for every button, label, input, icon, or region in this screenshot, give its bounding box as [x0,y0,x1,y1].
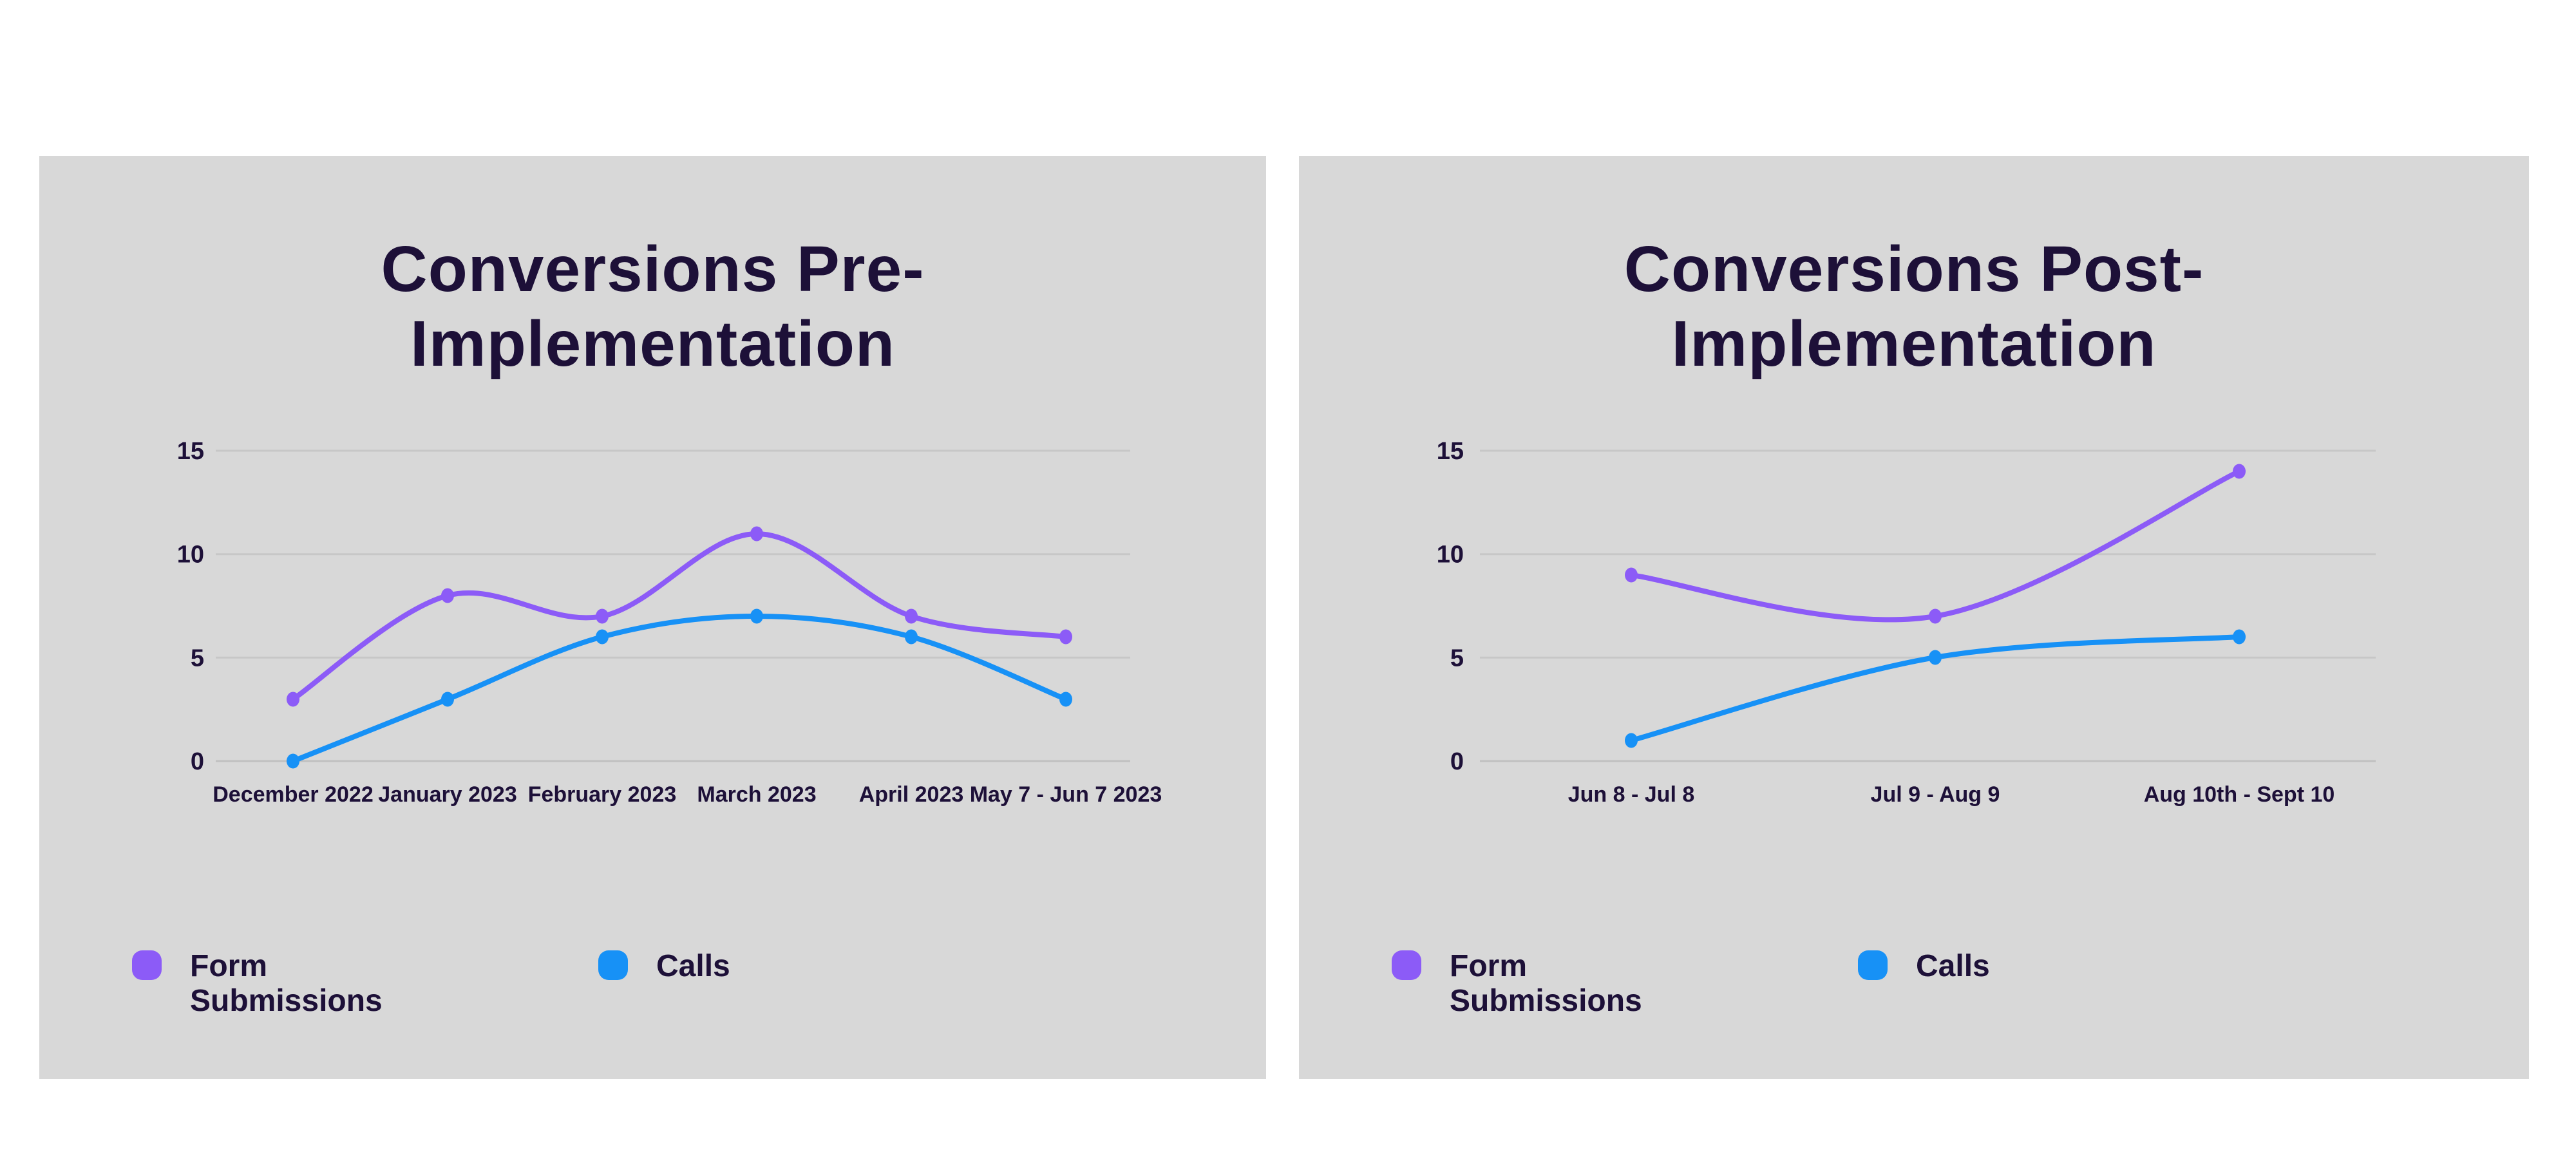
calls-point [2233,629,2246,645]
legend-item-calls: Calls [1858,949,1990,984]
form-submissions-swatch [132,950,162,980]
x-axis-label: Aug 10th - Sept 10 [2144,782,2335,807]
calls-point [596,629,609,645]
form-submissions-point [750,526,763,542]
y-axis-label: 10 [1437,542,1464,569]
calls-point [441,692,454,707]
legend-item-form-submissions: Form Submissions [1392,949,1649,1019]
calls-point [287,753,299,769]
post-chart-title: Conversions Post- Implementation [1299,232,2529,381]
y-axis-label: 15 [177,438,204,465]
form-submissions-point [1625,567,1638,583]
x-axis-label: Jul 9 - Aug 9 [1871,782,2000,807]
form-submissions-line [1629,469,2242,623]
y-axis-label: 5 [191,645,204,672]
form-submissions-label: Form Submissions [190,949,383,1019]
legend-item-calls: Calls [598,949,730,984]
pre-chart-title: Conversions Pre- Implementation [39,232,1266,381]
form-submissions-label: Form Submissions [1450,949,1642,1019]
pre-chart-title-line1: Conversions Pre- [381,233,925,305]
y-axis-label: 0 [1450,748,1464,775]
post-chart-title-line1: Conversions Post- [1624,233,2204,305]
form-submissions-swatch [1392,950,1421,980]
post-implementation-chart-card: Conversions Post- Implementation 0 5 10 15 J… [1299,156,2529,1079]
form-submissions-point [596,608,609,624]
calls-swatch [1858,950,1888,980]
form-submissions-line [290,531,1068,702]
calls-point [905,629,918,645]
post-chart-title-line2: Implementation [1671,308,2157,380]
form-submissions-point [1929,608,1942,624]
x-axis-label: April 2023 [859,782,964,807]
form-submissions-point [1059,629,1072,645]
calls-label: Calls [656,949,730,983]
calls-point [1059,692,1072,707]
form-submissions-point [2233,464,2246,479]
x-axis-label: March 2023 [697,782,816,807]
x-axis-label: December 2022 [213,782,374,807]
calls-label: Calls [1916,949,1990,983]
y-axis-label: 5 [1450,645,1464,672]
y-axis-label: 15 [1437,438,1464,465]
pre-chart-title-line2: Implementation [410,308,895,380]
form-submissions-point [441,588,454,603]
legend-item-form-submissions: Form Submissions [132,949,390,1019]
calls-point [750,608,763,624]
x-axis-label: January 2023 [378,782,517,807]
x-axis-label: Jun 8 - Jul 8 [1568,782,1695,807]
calls-point [1929,650,1942,665]
pre-implementation-plot: 0 5 10 15 December 2022 January 2023 February … [177,438,1162,807]
pre-implementation-chart-card: Conversions Pre- Implementation 0 5 10 15 De… [39,156,1266,1079]
calls-swatch [598,950,628,980]
x-axis-label: February 2023 [528,782,677,807]
x-axis-label: May 7 - Jun 7 2023 [970,782,1162,807]
form-submissions-point [905,608,918,624]
post-implementation-plot: 0 5 10 15 Jun 8 - Jul 8 Jul 9 - Aug 9 Aug 10th… [1437,438,2376,807]
y-axis-label: 10 [177,542,204,569]
y-axis-label: 0 [191,748,204,775]
calls-point [1625,733,1638,748]
calls-line [290,613,1068,764]
form-submissions-point [287,692,299,707]
